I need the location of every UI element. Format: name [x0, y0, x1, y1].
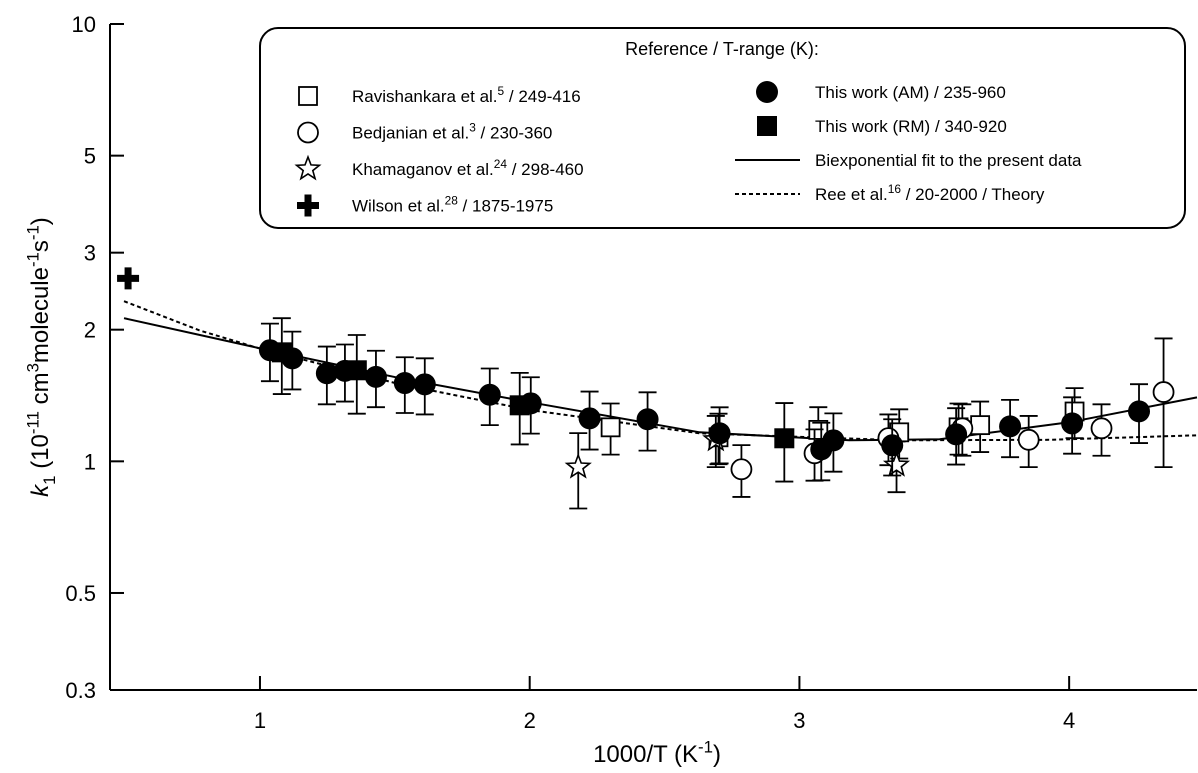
legend-symbol	[297, 121, 319, 144]
data-point	[564, 452, 592, 479]
label-part: (10	[27, 434, 54, 475]
label-part: 16	[888, 182, 902, 196]
data-point	[271, 342, 292, 363]
label-part: 1	[40, 475, 59, 484]
fit-line	[123, 317, 1198, 442]
x-tick-label: 1	[254, 708, 266, 733]
data-point	[364, 365, 387, 388]
y-axis-label: k1 (10-11 cm3molecule-1s-1)	[23, 217, 59, 497]
data-point	[822, 429, 845, 452]
data-point	[117, 267, 140, 290]
label-part: cm	[27, 372, 54, 411]
label-part: / 298-460	[507, 160, 584, 179]
legend-symbol	[298, 86, 318, 106]
data-point	[774, 428, 795, 449]
label-part: 24	[494, 157, 508, 171]
legend-symbol	[757, 116, 777, 136]
y-tick-label: 1	[84, 449, 96, 474]
label-part: 3	[469, 121, 476, 135]
label-part: Wilson et al.	[352, 197, 445, 216]
label-part: s	[27, 240, 54, 252]
label-part: This work (RM) / 340-920	[815, 117, 1007, 136]
label-part: 5	[498, 84, 505, 98]
data-point	[882, 450, 911, 477]
data-point	[945, 423, 968, 446]
legend-entry: Wilson et al.28 / 1875-1975	[352, 194, 553, 216]
y-tick-label: 0.3	[65, 678, 96, 703]
x-axis-label: 1000/T (K-1)	[593, 737, 721, 768]
x-tick-label: 2	[524, 708, 536, 733]
label-part: Ravishankara et al.	[352, 87, 498, 106]
label-part: -1	[23, 225, 42, 240]
legend-entry: This work (AM) / 235-960	[815, 83, 1006, 102]
label-part: molecule	[27, 267, 54, 363]
legend-entry: This work (RM) / 340-920	[815, 117, 1007, 136]
data-point	[315, 362, 338, 385]
label-part: / 1875-1975	[458, 197, 553, 216]
data-point	[346, 360, 367, 381]
data-point	[1128, 400, 1151, 423]
data-point	[636, 408, 659, 431]
label-part: This work (AM) / 235-960	[815, 83, 1006, 102]
label-part: k	[27, 483, 54, 497]
label-part: Biexponential fit to the present data	[815, 151, 1082, 170]
legend-symbol	[297, 194, 319, 217]
y-tick-label: 5	[84, 144, 96, 169]
legend-entry: Biexponential fit to the present data	[815, 151, 1082, 170]
data-point	[1017, 428, 1040, 451]
label-part: / 230-360	[476, 124, 553, 143]
data-point	[708, 422, 731, 445]
label-part: -1	[698, 737, 713, 756]
data-point	[999, 415, 1022, 438]
data-point	[413, 373, 436, 396]
data-point	[1152, 381, 1175, 403]
label-part: / 249-416	[504, 87, 581, 106]
label-part: -11	[23, 411, 42, 434]
x-tick-label: 4	[1063, 708, 1075, 733]
label-part: 1000/T (K	[593, 741, 698, 768]
label-part: 28	[445, 194, 459, 208]
data-point	[970, 415, 991, 436]
data-point	[1090, 417, 1113, 440]
legend-symbol	[294, 154, 322, 181]
y-tick-label: 10	[72, 12, 96, 37]
data-point	[881, 434, 904, 457]
label-part: 3	[23, 363, 42, 372]
data-point	[393, 372, 416, 395]
y-tick-label: 2	[84, 318, 96, 343]
y-tick-label: 3	[84, 241, 96, 266]
data-point	[578, 407, 601, 430]
legend-entry: Khamaganov et al.24 / 298-460	[352, 157, 584, 179]
fit-line	[123, 300, 1198, 442]
data-point	[600, 417, 621, 438]
legend-box	[259, 27, 1186, 229]
label-part: / 20-2000 / Theory	[901, 185, 1045, 204]
legend-entry: Bedjanian et al.3 / 230-360	[352, 121, 552, 143]
label-part: Bedjanian et al.	[352, 124, 469, 143]
legend-entry: Ree et al.16 / 20-2000 / Theory	[815, 182, 1045, 204]
x-tick-label: 3	[793, 708, 805, 733]
label-part: Ree et al.	[815, 185, 888, 204]
legend-title: Reference / T-range (K):	[625, 39, 819, 59]
data-point	[478, 383, 501, 406]
data-point	[1061, 412, 1084, 435]
label-part: )	[27, 217, 54, 225]
legend-symbol	[756, 81, 778, 103]
label-part: -1	[23, 252, 42, 267]
y-tick-label: 0.5	[65, 581, 96, 606]
data-point	[730, 458, 753, 481]
legend-entry: Ravishankara et al.5 / 249-416	[352, 84, 581, 106]
label-part: Khamaganov et al.	[352, 160, 494, 179]
label-part: )	[713, 741, 721, 768]
data-point	[509, 395, 530, 416]
